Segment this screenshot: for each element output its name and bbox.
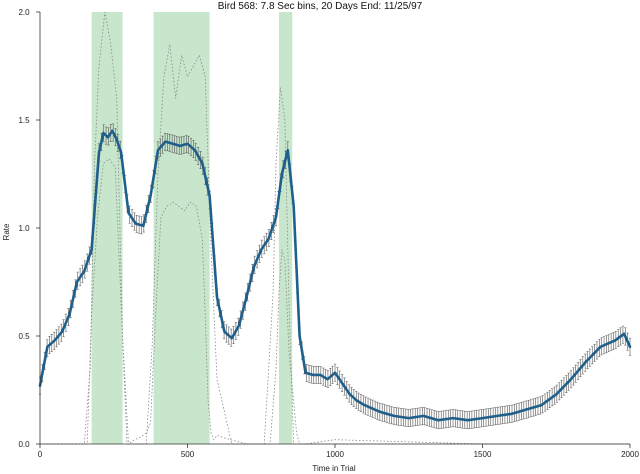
lower-dotted-trace [40,158,630,445]
upper-dotted-trace [40,11,630,445]
x-axis-label: Time in Trial [312,464,355,473]
x-tick-label: 1000 [326,450,344,459]
y-axis-label: Rate [2,223,11,240]
mean-line-group [38,129,632,422]
highlight-bands [91,12,293,444]
error-bars [38,123,632,430]
y-tick-label: 1.5 [18,116,30,125]
chart-title: Bird 568: 7.8 Sec bins, 20 Days End: 11/… [218,1,423,12]
x-tick-label: 500 [181,450,195,459]
y-tick-label: 2.0 [18,8,30,17]
axes: 0.0 0.5 1.0 1.5 2.0 0 500 1000 1500 2000 [18,8,639,459]
x-tick-label: 2000 [621,450,639,459]
x-tick-label: 0 [38,450,43,459]
highlight-band-2 [153,12,210,444]
highlight-band-3 [278,12,293,444]
dotted-traces [40,11,630,445]
y-tick-label: 1.0 [18,224,30,233]
x-tick-label: 1500 [474,450,492,459]
y-tick-label: 0.0 [18,440,30,449]
mean-line [38,129,632,422]
y-tick-label: 0.5 [18,332,30,341]
